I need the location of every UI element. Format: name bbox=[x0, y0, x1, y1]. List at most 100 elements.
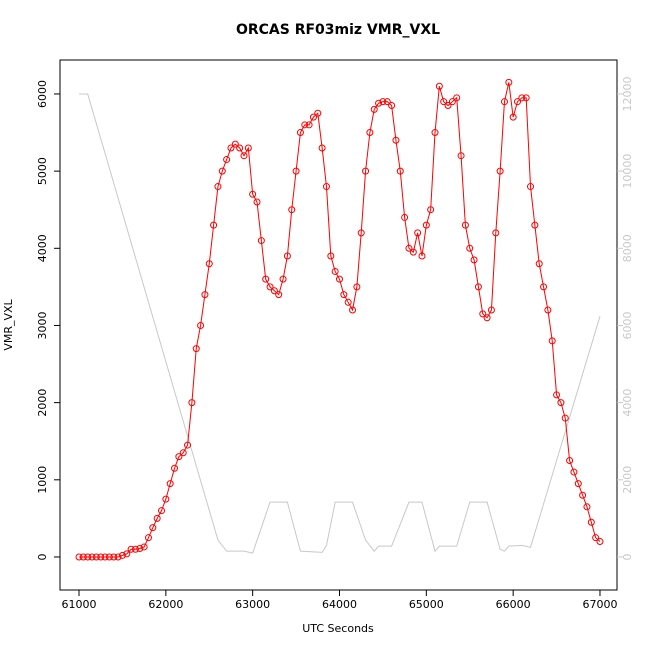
y-tick-label: 0 bbox=[36, 553, 49, 560]
data-point bbox=[353, 283, 361, 291]
data-point bbox=[171, 464, 179, 472]
data-point bbox=[527, 183, 535, 191]
y-tick-label: 6000 bbox=[36, 80, 49, 108]
data-point bbox=[448, 98, 456, 106]
data-point bbox=[396, 167, 404, 175]
data-point bbox=[127, 545, 135, 553]
data-point bbox=[88, 553, 96, 561]
data-point bbox=[557, 399, 565, 407]
data-point bbox=[175, 453, 183, 461]
data-point bbox=[314, 109, 322, 117]
y-tick-label: 1000 bbox=[36, 466, 49, 494]
x-tick-label: 65000 bbox=[409, 598, 444, 611]
data-point bbox=[470, 256, 478, 264]
data-point bbox=[422, 221, 430, 229]
y2-tick-label: 8000 bbox=[621, 234, 634, 262]
y2-tick-label: 2000 bbox=[621, 466, 634, 494]
data-point bbox=[236, 144, 244, 152]
data-point bbox=[153, 514, 161, 522]
data-point bbox=[540, 283, 548, 291]
data-point bbox=[158, 507, 166, 515]
data-point bbox=[596, 538, 604, 546]
data-point bbox=[583, 503, 591, 511]
data-point bbox=[505, 78, 513, 86]
data-point bbox=[162, 495, 170, 503]
data-point bbox=[405, 244, 413, 252]
data-point bbox=[244, 144, 252, 152]
x-tick-label: 63000 bbox=[235, 598, 270, 611]
data-point bbox=[409, 248, 417, 256]
data-point bbox=[388, 102, 396, 110]
data-point bbox=[84, 553, 92, 561]
data-point bbox=[136, 544, 144, 552]
y-tick-label: 3000 bbox=[36, 311, 49, 339]
data-point bbox=[305, 121, 313, 129]
data-point bbox=[544, 306, 552, 314]
data-point bbox=[427, 206, 435, 214]
data-point bbox=[296, 129, 304, 137]
data-point bbox=[435, 82, 443, 90]
data-point bbox=[496, 167, 504, 175]
chart-title: ORCAS RF03miz VMR_VXL bbox=[236, 22, 440, 38]
data-point bbox=[349, 306, 357, 314]
data-point bbox=[210, 221, 218, 229]
x-tick-label: 62000 bbox=[148, 598, 183, 611]
data-point bbox=[140, 543, 148, 551]
data-point bbox=[344, 298, 352, 306]
data-point bbox=[205, 260, 213, 268]
data-point bbox=[474, 283, 482, 291]
data-point bbox=[288, 206, 296, 214]
data-point bbox=[509, 113, 517, 121]
data-point bbox=[366, 129, 374, 137]
data-point bbox=[453, 94, 461, 102]
data-point bbox=[570, 468, 578, 476]
y2-tick-label: 6000 bbox=[621, 311, 634, 339]
x-tick-label: 67000 bbox=[582, 598, 617, 611]
data-point bbox=[483, 314, 491, 322]
data-point bbox=[479, 310, 487, 318]
data-point bbox=[179, 449, 187, 457]
data-point bbox=[223, 156, 231, 164]
data-point bbox=[401, 213, 409, 221]
data-point bbox=[553, 391, 561, 399]
data-point bbox=[487, 306, 495, 314]
data-point bbox=[513, 98, 521, 106]
data-point bbox=[275, 291, 283, 299]
data-point bbox=[566, 457, 574, 465]
data-point bbox=[253, 198, 261, 206]
data-point bbox=[579, 491, 587, 499]
data-point bbox=[500, 98, 508, 106]
data-point bbox=[97, 553, 105, 561]
data-point bbox=[522, 94, 530, 102]
y-tick-label: 4000 bbox=[36, 234, 49, 262]
data-point bbox=[101, 553, 109, 561]
data-point bbox=[535, 260, 543, 268]
data-point bbox=[218, 167, 226, 175]
data-point bbox=[375, 99, 383, 107]
data-point bbox=[518, 94, 526, 102]
data-point bbox=[561, 414, 569, 422]
y2-tick-label: 4000 bbox=[621, 389, 634, 417]
data-point bbox=[131, 545, 139, 553]
data-point bbox=[114, 553, 122, 561]
data-point bbox=[548, 337, 556, 345]
data-point bbox=[357, 229, 365, 237]
data-point bbox=[440, 98, 448, 106]
y2-tick-label: 12000 bbox=[621, 76, 634, 111]
data-point bbox=[75, 553, 83, 561]
data-point bbox=[231, 140, 239, 148]
data-point bbox=[266, 283, 274, 291]
x-tick-label: 66000 bbox=[496, 598, 531, 611]
data-point bbox=[431, 129, 439, 137]
data-point bbox=[492, 229, 500, 237]
data-point bbox=[240, 152, 248, 160]
data-point bbox=[392, 136, 400, 144]
data-point bbox=[188, 399, 196, 407]
data-point bbox=[301, 121, 309, 129]
data-point bbox=[418, 252, 426, 260]
x-axis-label: UTC Seconds bbox=[302, 622, 374, 635]
y-tick-label: 5000 bbox=[36, 157, 49, 185]
data-point bbox=[192, 345, 200, 353]
